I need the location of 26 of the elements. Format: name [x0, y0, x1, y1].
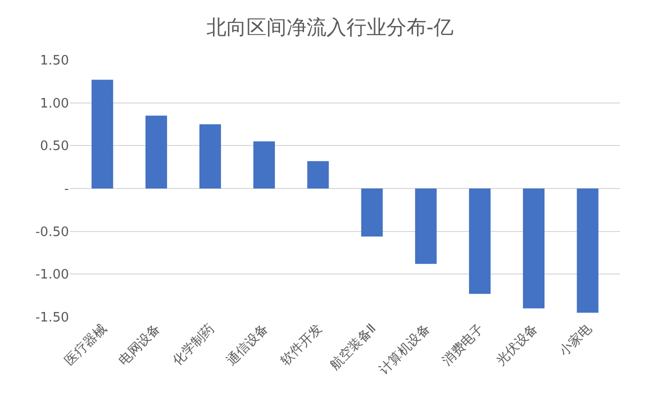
bar: [199, 124, 221, 188]
x-tick-label: 小家电: [556, 320, 596, 360]
x-tick-label: 航空装备Ⅱ: [327, 321, 380, 374]
bar: [145, 116, 168, 188]
bar: [469, 188, 491, 294]
bar: [415, 188, 437, 264]
y-tick-label: 1.50: [40, 54, 69, 69]
x-tick-label: 化学制药: [170, 321, 218, 369]
x-tick-label: 通信设备: [224, 321, 272, 369]
x-tick-label: 计算机设备: [376, 321, 434, 378]
x-tick-label: 消费电子: [440, 321, 488, 369]
y-tick-label: -: [64, 182, 70, 198]
bar: [361, 188, 383, 236]
bar: [307, 161, 329, 188]
y-tick-label: 0.50: [40, 139, 69, 154]
x-tick-label: 电网设备: [116, 321, 164, 369]
bar: [522, 188, 545, 308]
bar: [92, 80, 114, 188]
y-tick-label: -0.50: [35, 224, 69, 240]
y-tick-label: 1.00: [40, 96, 69, 112]
bar: [253, 141, 275, 188]
x-tick-label: 光伏设备: [494, 321, 542, 369]
bar: [576, 188, 598, 313]
y-tick-label: -1.00: [35, 268, 69, 283]
chart-title: 北向区间净流入行业分布-亿: [206, 14, 454, 39]
x-tick-label: 软件开发: [278, 321, 326, 369]
